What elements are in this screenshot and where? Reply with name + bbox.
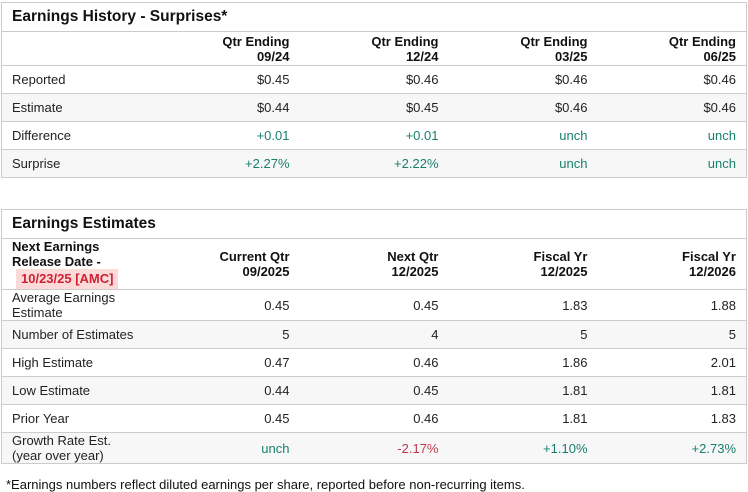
row-label: Low Estimate: [12, 383, 91, 398]
history-col-header-3: Qtr Ending 03/25: [520, 33, 588, 64]
table-row-high-estimate: High Estimate 0.47 0.46 1.86 2.01: [1, 349, 747, 377]
cell-value: $0.45: [405, 100, 439, 115]
cell-value: 0.44: [264, 383, 290, 398]
cell-value: 0.47: [264, 355, 290, 370]
cell-value: 0.46: [413, 355, 439, 370]
cell-value: 1.81: [562, 383, 588, 398]
cell-value: $0.45: [256, 72, 290, 87]
earnings-estimates-table: Earnings Estimates Next Earnings Release…: [1, 209, 747, 464]
history-title-row: Earnings History - Surprises*: [1, 3, 747, 32]
cell-value: +2.22%: [394, 156, 439, 171]
cell-value: 0.45: [413, 383, 439, 398]
estimates-col-header-2: Next Qtr 12/2025: [387, 249, 439, 279]
table-row-difference: Difference +0.01 +0.01 unch unch: [1, 122, 747, 150]
cell-value: unch: [707, 156, 736, 171]
table-row-prior-year: Prior Year 0.45 0.46 1.81 1.83: [1, 405, 747, 433]
cell-value: +2.27%: [245, 156, 290, 171]
history-header-spacer: [2, 32, 151, 66]
table-row-surprise: Surprise +2.27% +2.22% unch unch: [1, 149, 747, 178]
row-label: Reported: [12, 72, 66, 87]
cell-value: $0.46: [405, 72, 439, 87]
cell-value: unch: [707, 128, 736, 143]
cell-value: 1.83: [710, 411, 736, 426]
row-label: Surprise: [12, 156, 61, 171]
cell-value: 5: [728, 327, 736, 342]
row-label: Average Earnings Estimate: [12, 290, 116, 320]
cell-value: 1.81: [710, 383, 736, 398]
table-row-growth-rate: Growth Rate Est. (year over year) unch -…: [1, 432, 747, 464]
cell-value: $0.46: [703, 100, 736, 115]
earnings-history-table: Earnings History - Surprises* Qtr Ending…: [1, 2, 747, 178]
row-label: High Estimate: [12, 355, 93, 370]
estimates-header-row: Next Earnings Release Date -10/23/25 [AM…: [1, 239, 747, 290]
cell-value: 2.01: [710, 355, 736, 370]
cell-value: unch: [261, 440, 290, 456]
estimates-title-row: Earnings Estimates: [1, 210, 747, 239]
next-earnings-release-label: Next Earnings Release Date -: [12, 239, 101, 269]
history-header-row: Qtr Ending 09/24 Qtr Ending 12/24 Qtr En…: [1, 32, 747, 66]
history-col-header-4: Qtr Ending 06/25: [668, 33, 736, 64]
cell-value: 5: [282, 327, 290, 342]
history-table-title: Earnings History - Surprises*: [12, 8, 228, 25]
cell-value: 0.46: [413, 411, 439, 426]
cell-value: $0.44: [256, 100, 290, 115]
next-earnings-release-date: 10/23/25 [AMC]: [16, 269, 119, 289]
row-label: Growth Rate Est. (year over year): [12, 433, 111, 463]
row-label: Difference: [12, 128, 72, 143]
cell-value: 0.45: [413, 297, 439, 313]
history-col-header-2: Qtr Ending 12/24: [371, 33, 439, 64]
cell-value: $0.46: [554, 100, 588, 115]
cell-value: 4: [431, 327, 439, 342]
cell-value: +0.01: [405, 128, 439, 143]
row-label: Estimate: [12, 100, 63, 115]
table-row-low-estimate: Low Estimate 0.44 0.45 1.81 1.81: [1, 376, 747, 405]
cell-value: +1.10%: [543, 440, 588, 456]
cell-value: 5: [580, 327, 588, 342]
cell-value: 1.86: [562, 355, 588, 370]
earnings-footnote: *Earnings numbers reflect diluted earnin…: [6, 477, 525, 492]
row-label: Prior Year: [12, 411, 70, 426]
table-row-estimate: Estimate $0.44 $0.45 $0.46 $0.46: [1, 93, 747, 122]
cell-value: unch: [559, 156, 588, 171]
cell-value: 0.45: [264, 297, 290, 313]
cell-value: +0.01: [256, 128, 290, 143]
estimates-col-header-1: Current Qtr 09/2025: [219, 249, 290, 279]
table-row-average-estimate: Average Earnings Estimate 0.45 0.45 1.83…: [1, 290, 747, 321]
cell-value: $0.46: [554, 72, 588, 87]
history-col-header-1: Qtr Ending 09/24: [222, 33, 290, 64]
cell-value: -2.17%: [397, 440, 439, 456]
cell-value: +2.73%: [691, 440, 736, 456]
cell-value: 1.83: [562, 297, 588, 313]
next-earnings-release: Next Earnings Release Date -10/23/25 [AM…: [2, 239, 151, 290]
row-label: Number of Estimates: [12, 327, 134, 342]
cell-value: 1.88: [710, 297, 736, 313]
table-row-reported: Reported $0.45 $0.46 $0.46 $0.46: [1, 66, 747, 94]
cell-value: $0.46: [703, 72, 736, 87]
estimates-col-header-3: Fiscal Yr 12/2025: [533, 249, 588, 279]
estimates-table-title: Earnings Estimates: [12, 215, 156, 232]
cell-value: 1.81: [562, 411, 588, 426]
cell-value: unch: [559, 128, 588, 143]
estimates-col-header-4: Fiscal Yr 12/2026: [682, 249, 736, 279]
cell-value: 0.45: [264, 411, 290, 426]
table-row-number-of-estimates: Number of Estimates 5 4 5 5: [1, 320, 747, 349]
